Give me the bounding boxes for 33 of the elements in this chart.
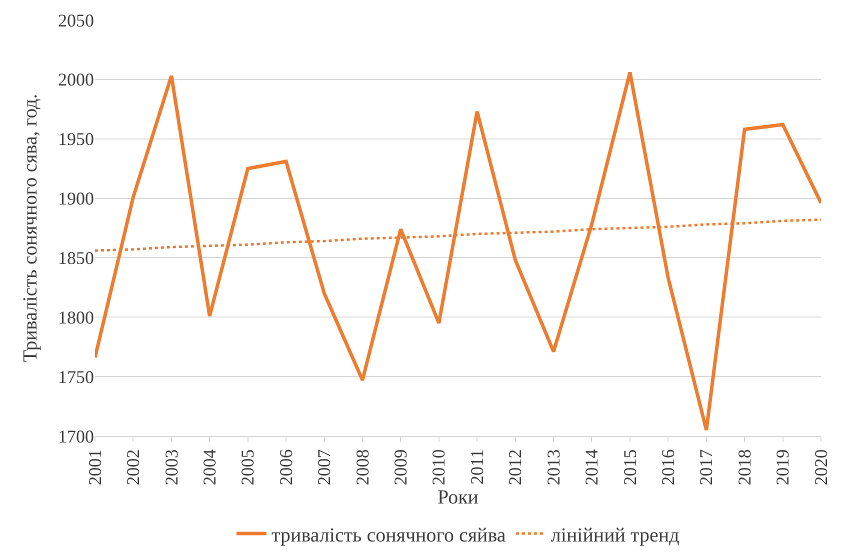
x-tick-label: 2002 — [123, 449, 144, 486]
y-tick-label: 1700 — [58, 426, 94, 446]
x-tick-label: 2009 — [390, 449, 411, 486]
x-tick-label: 2015 — [620, 449, 640, 486]
legend-label: лінійний тренд — [550, 524, 680, 546]
y-tick-label: 2000 — [58, 70, 94, 90]
x-tick-label: 2008 — [352, 449, 372, 486]
x-tick-label: 2006 — [276, 449, 296, 486]
line-series — [95, 70, 821, 432]
y-axis-title: Тривалість сонячного сява, год. — [20, 94, 42, 362]
y-tick-label: 1900 — [58, 188, 94, 209]
x-tick-label: 2004 — [199, 449, 220, 486]
y-tick-label: 1850 — [58, 248, 94, 268]
x-tick-label: 2011 — [466, 449, 487, 485]
x-tick-label: 2001 — [84, 449, 105, 486]
legend-label: тривалість сонячного сяйва — [272, 524, 506, 546]
x-axis-title: Роки — [437, 486, 479, 509]
x-tick-label: 2017 — [696, 449, 716, 486]
x-tick-label: 2005 — [238, 449, 258, 486]
y-tick-label: 1750 — [58, 366, 94, 387]
x-tick-label: 2018 — [734, 449, 754, 486]
x-tick-label: 2013 — [543, 449, 564, 486]
y-tick-label: 2050 — [58, 10, 94, 30]
x-tick-label: 2016 — [658, 449, 678, 486]
x-tick-label: 2020 — [810, 449, 831, 486]
x-tick-label: 2003 — [161, 449, 182, 486]
y-tick-label: 1950 — [58, 129, 94, 150]
y-tick-label: 1800 — [58, 307, 94, 328]
x-tick-label: 2010 — [428, 449, 449, 486]
x-tick-label: 2012 — [505, 449, 526, 486]
x-tick-label: 2007 — [314, 449, 334, 486]
x-tick-label: 2014 — [582, 449, 602, 486]
x-tick-label: 2019 — [772, 449, 793, 486]
